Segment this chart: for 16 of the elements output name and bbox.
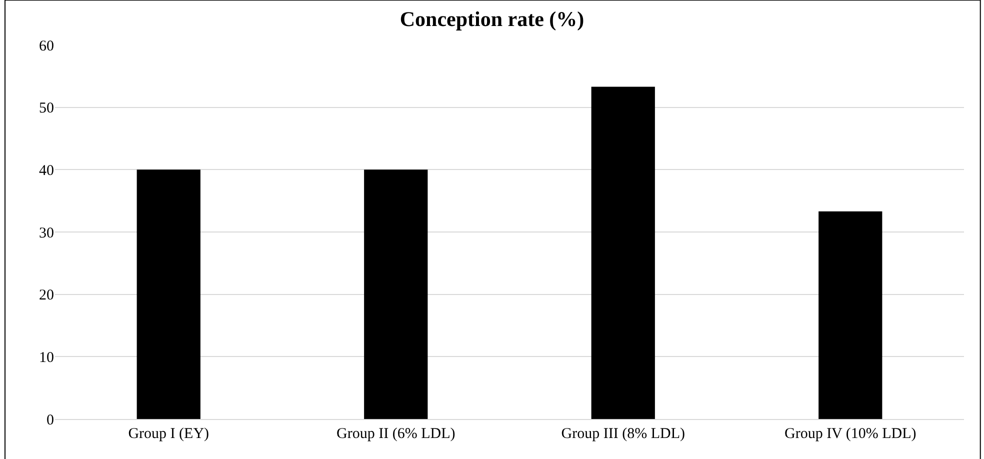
bar <box>818 211 882 419</box>
chart-title: Conception rate (%) <box>400 7 584 32</box>
x-tick-label: Group I (EY) <box>128 426 210 442</box>
bar <box>364 170 428 419</box>
y-tick-label: 10 <box>39 350 54 366</box>
x-tick-label: Group IV (10% LDL) <box>784 426 916 442</box>
bar <box>591 86 655 419</box>
y-tick-label: 30 <box>39 225 54 242</box>
y-tick-label: 60 <box>39 38 54 54</box>
x-tick-label: Group II (6% LDL) <box>336 426 456 442</box>
x-tick-label: Group III (8% LDL) <box>561 426 685 442</box>
y-tick-label: 0 <box>46 412 54 428</box>
y-tick-label: 20 <box>39 288 54 304</box>
bar <box>136 170 200 419</box>
y-tick-label: 50 <box>39 100 54 117</box>
y-tick-label: 40 <box>39 162 54 179</box>
